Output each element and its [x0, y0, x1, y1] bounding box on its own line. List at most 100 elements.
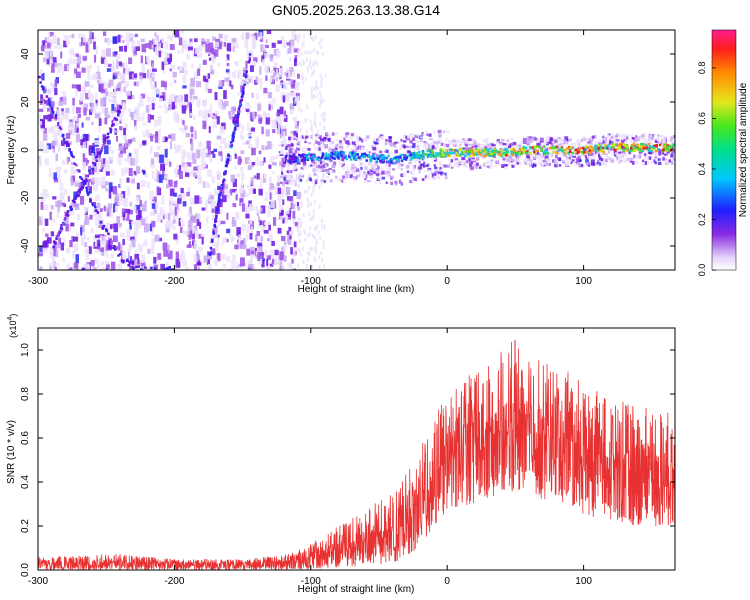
spectrogram-cell — [302, 34, 305, 39]
spectrogram-ridge-cell — [104, 140, 107, 144]
spectrogram-cell — [92, 177, 95, 184]
spectrogram-cell — [473, 142, 478, 146]
spectrogram-cell — [264, 145, 269, 150]
spectrogram-cell — [433, 174, 436, 178]
spectrogram-cell — [164, 148, 168, 158]
spectrogram-cell — [598, 159, 602, 162]
spectrogram-cell — [258, 150, 262, 155]
spectrogram-cell — [549, 137, 553, 141]
spectrogram-cell — [656, 156, 660, 159]
spectrogram-cell — [83, 206, 89, 212]
spectrogram-ridge-cell — [375, 160, 379, 163]
spectrogram-cell — [467, 138, 471, 142]
spectrogram-cell — [57, 144, 61, 153]
spectrogram-cell — [604, 157, 608, 161]
spectrogram-cell — [611, 138, 616, 141]
spectrogram-cell — [277, 72, 281, 79]
spectrogram-cell — [318, 90, 321, 95]
spectrogram-ridge-cell — [500, 154, 504, 158]
spectrogram-cell — [265, 39, 268, 44]
spectrogram-cell — [105, 171, 110, 176]
spectrogram-cell — [547, 136, 550, 139]
spectrogram-cell — [305, 135, 309, 139]
spectrogram-cell — [272, 257, 277, 265]
spectrogram-cell — [117, 200, 122, 206]
x-tick-label: 100 — [575, 576, 592, 587]
spectrogram-ridge-cell — [224, 164, 228, 168]
spectrogram-cell — [270, 69, 273, 74]
spectrogram-cell — [544, 160, 548, 164]
spectrogram-ridge-cell — [76, 190, 80, 194]
spectrogram-cell — [129, 34, 135, 39]
spectrogram-cell — [306, 257, 309, 262]
spectrogram-cell — [162, 214, 165, 220]
spectrogram-cell — [277, 177, 280, 180]
spectrogram-ridge-cell — [292, 160, 296, 164]
spectrogram-cell — [440, 142, 444, 147]
spectrogram-cell — [620, 160, 623, 163]
spectrogram-cell — [133, 230, 137, 240]
spectrogram-cell — [136, 113, 141, 122]
spectrogram-cell — [216, 135, 222, 140]
spectrogram-ridge-cell — [630, 145, 633, 149]
spectrogram-cell — [160, 80, 165, 88]
spectrogram-cell — [311, 133, 315, 137]
spectrogram-cell — [286, 230, 290, 236]
spectrogram-cell — [163, 81, 167, 88]
spectrogram-cell — [146, 69, 149, 79]
spectrogram-cell — [88, 38, 93, 44]
spectrogram-cell — [164, 107, 169, 114]
spectrogram-cell — [53, 60, 58, 68]
spectrogram-cell — [516, 154, 521, 158]
spectrogram-ridge-cell — [283, 161, 287, 164]
spectrogram-cell — [433, 172, 437, 176]
snr-marks — [38, 339, 675, 570]
spectrogram-ridge-cell — [74, 195, 78, 198]
spectrogram-cell — [282, 141, 287, 146]
spectrogram-cell — [151, 73, 156, 78]
spectrogram-cell — [111, 119, 115, 124]
spectrogram-cell — [183, 127, 187, 132]
spectrogram-cell — [126, 177, 130, 183]
spectrogram-cell — [421, 178, 425, 181]
spectrogram-ridge-cell — [556, 152, 559, 155]
spectrogram-cell — [387, 172, 391, 177]
spectrogram-cell — [91, 146, 96, 156]
spectrogram-cell — [585, 142, 588, 146]
spectrogram-cell — [275, 258, 280, 266]
spectrogram-cell — [184, 172, 190, 177]
spectrogram-cell — [645, 152, 649, 157]
spectrogram-ridge-cell — [79, 175, 82, 179]
spectrogram-cell — [173, 267, 177, 270]
spectrogram-cell — [248, 78, 252, 83]
spectrogram-ridge-cell — [443, 151, 446, 154]
spectrogram-cell — [278, 192, 283, 200]
spectrogram-cell — [242, 69, 248, 77]
spectrogram-cell — [662, 156, 665, 161]
spectrogram-ridge-cell — [634, 146, 637, 150]
spectrogram-cell — [245, 213, 250, 219]
spectrogram-cell — [289, 103, 295, 110]
spectrogram-ridge-cell — [219, 189, 222, 192]
spectrogram-ridge-cell — [654, 149, 658, 153]
spectrogram-cell — [140, 254, 146, 263]
spectrogram-cell — [632, 161, 635, 165]
spectrogram-cell — [218, 151, 223, 156]
spectrogram-cell — [95, 113, 100, 119]
spectrogram-cell — [530, 158, 533, 161]
spectrogram-ridge-cell — [344, 155, 348, 158]
spectrogram-ridge-cell — [94, 162, 97, 165]
spectrogram-cell — [156, 119, 162, 126]
spectrogram-cell — [340, 158, 343, 161]
spectrogram-cell — [62, 257, 65, 263]
spectrogram-cell — [153, 152, 159, 158]
spectrogram-cell — [452, 139, 456, 143]
spectrogram-cell — [113, 91, 117, 100]
spectrogram-cell — [275, 76, 278, 82]
spectrogram-cell — [235, 211, 240, 219]
spectrogram-cell — [103, 236, 107, 245]
spectrogram-cell — [283, 176, 286, 181]
spectrogram-cell — [184, 125, 188, 130]
spectrogram-cell — [293, 241, 297, 248]
spectrogram-cell — [177, 95, 182, 101]
